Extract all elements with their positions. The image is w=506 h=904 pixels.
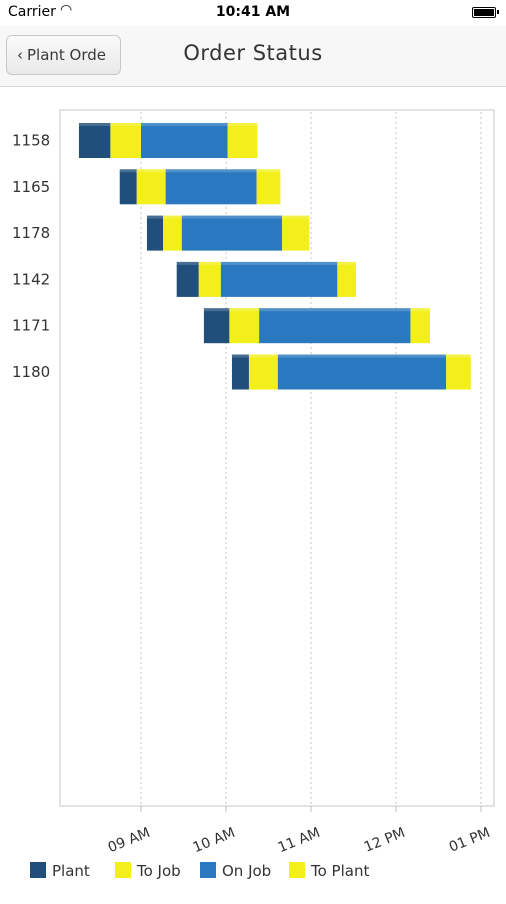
bar-highlight <box>410 308 430 312</box>
legend-swatch <box>115 862 131 878</box>
bar-on-job <box>277 354 447 390</box>
x-tick-label: 12 PM <box>362 825 408 856</box>
bar-on-job <box>141 123 228 158</box>
bar-plant <box>203 308 230 344</box>
battery-icon <box>472 7 499 18</box>
bar-highlight <box>78 123 111 126</box>
bar-highlight <box>231 354 249 358</box>
bar-plant <box>146 215 164 251</box>
bar-on-job <box>181 215 283 251</box>
chart-svg: 09 AM 10 AM 11 AM 12 PM 01 PM 1158 1165 1178 114… <box>12 109 495 880</box>
plot-frame <box>59 109 495 807</box>
x-tick-label: 11 AM <box>276 825 323 856</box>
chevron-left-icon: ‹ <box>17 46 23 64</box>
bar-to-plant <box>337 261 357 297</box>
bar-to-job <box>163 215 182 251</box>
row-label: 1178 <box>12 224 50 242</box>
bar-highlight <box>163 215 182 219</box>
bar-highlight <box>259 308 411 312</box>
bar-plant <box>78 123 111 158</box>
bar-to-plant <box>446 354 471 390</box>
bar-highlight <box>337 261 357 265</box>
bar-on-job <box>220 261 338 297</box>
row-label: 1158 <box>12 132 50 150</box>
nav-bar: ‹ Plant Orde Order Status <box>0 26 506 87</box>
bar-highlight <box>181 215 283 219</box>
bar-highlight <box>146 215 164 219</box>
legend-label: To Job <box>136 862 181 880</box>
bar-to-plant <box>227 123 258 158</box>
status-time: 10:41 AM <box>215 4 291 20</box>
bar-highlight <box>203 308 230 312</box>
bar-highlight <box>119 169 137 173</box>
status-bar: Carrier ◠ 10:41 AM <box>0 0 506 26</box>
bar-to-plant <box>256 169 281 205</box>
bar-highlight <box>277 354 447 358</box>
bar-on-job <box>165 169 257 205</box>
x-tick-label: 09 AM <box>106 825 153 856</box>
back-button[interactable]: ‹ Plant Orde <box>6 35 121 75</box>
bar-highlight <box>256 169 281 173</box>
legend-label: Plant <box>52 862 90 880</box>
legend-label: On Job <box>222 862 271 880</box>
bar-highlight <box>229 308 260 312</box>
bar-highlight <box>141 123 228 126</box>
row-label: 1165 <box>12 178 50 196</box>
row-label: 1142 <box>12 270 50 288</box>
bar-to-plant <box>282 215 310 251</box>
bar-on-job <box>259 308 411 344</box>
bar-to-job <box>229 308 260 344</box>
bar-highlight <box>136 169 166 173</box>
x-tick-label: 01 PM <box>447 825 493 856</box>
order-status-chart: 09 AM 10 AM 11 AM 12 PM 01 PM 1158 1165 1178 114… <box>0 86 506 900</box>
bar-highlight <box>110 123 141 126</box>
page-title: Order Status <box>183 41 323 65</box>
carrier-label: Carrier <box>8 4 56 20</box>
bar-plant <box>176 261 199 297</box>
row-label: 1171 <box>12 317 50 335</box>
wifi-icon: ◠ <box>60 2 73 18</box>
bar-to-job <box>198 261 221 297</box>
back-button-label: Plant Orde <box>27 46 107 64</box>
legend-swatch <box>200 862 216 878</box>
bar-to-job <box>248 354 278 390</box>
row-label: 1180 <box>12 363 50 381</box>
bar-highlight <box>165 169 257 173</box>
bar-highlight <box>227 123 258 126</box>
legend-swatch <box>289 862 305 878</box>
bar-highlight <box>176 261 199 265</box>
bar-to-job <box>136 169 166 205</box>
bar-highlight <box>198 261 221 265</box>
bar-to-plant <box>410 308 430 344</box>
bar-highlight <box>248 354 278 358</box>
bar-plant <box>119 169 137 205</box>
bar-highlight <box>282 215 310 219</box>
legend-label: To Plant <box>310 862 369 880</box>
bar-to-job <box>110 123 141 158</box>
bar-plant <box>231 354 249 390</box>
legend-swatch <box>30 862 46 878</box>
bar-highlight <box>446 354 471 358</box>
bar-highlight <box>220 261 338 265</box>
x-tick-label: 10 AM <box>191 825 238 856</box>
